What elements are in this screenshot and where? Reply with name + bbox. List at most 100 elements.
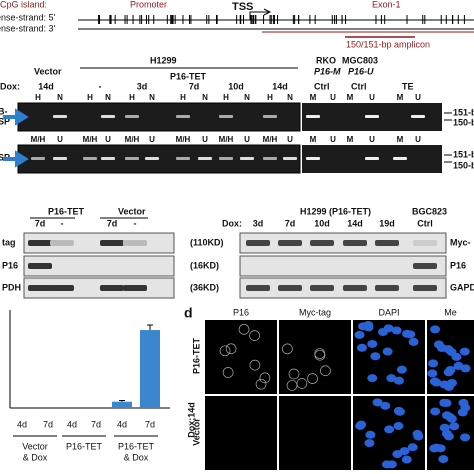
size-label: 150-b	[453, 117, 474, 127]
blot-band	[343, 240, 367, 246]
time-label: -	[99, 81, 102, 91]
nucleus	[391, 326, 402, 335]
time-label: 14d	[347, 218, 363, 228]
blot-band	[100, 240, 124, 246]
blot	[23, 232, 175, 254]
band	[365, 115, 379, 118]
lane-label: H	[180, 93, 186, 102]
lane-label: M/H	[125, 135, 140, 144]
lane-label: M/H	[176, 135, 191, 144]
x-tick-label: 4d	[67, 419, 77, 429]
blot-band	[28, 263, 52, 269]
blot-band	[413, 240, 437, 246]
group-label: Vector	[22, 441, 48, 451]
lane-label: N	[149, 93, 155, 102]
nucleus	[443, 382, 454, 391]
blot-band	[310, 240, 334, 246]
lane-label: U	[105, 135, 111, 144]
x-tick-label: 7d	[43, 419, 53, 429]
lane-label: U	[415, 135, 421, 144]
nucleus	[370, 352, 381, 361]
nucleus	[445, 365, 456, 374]
nucleus	[459, 347, 470, 356]
nucleus	[427, 369, 438, 378]
nucleus	[438, 455, 449, 464]
row-label: tag	[2, 237, 16, 247]
cell-line: H1299	[150, 55, 177, 65]
row-label: GAPD	[450, 282, 474, 292]
size-label: 150-b	[453, 160, 474, 170]
lane-label: H	[223, 93, 229, 102]
cell-outline	[286, 380, 298, 391]
nucleus	[372, 398, 383, 407]
lane-label: U	[244, 135, 250, 144]
blot	[239, 255, 447, 277]
time-label: 10d	[228, 81, 244, 91]
blot	[23, 255, 175, 277]
lane-label: H	[35, 93, 41, 102]
band	[83, 157, 97, 160]
blot-band	[375, 285, 399, 291]
lane-label: U	[369, 135, 375, 144]
nucleus	[428, 359, 439, 368]
nucleus	[399, 447, 410, 456]
group-label: P16-TET	[118, 441, 155, 451]
lane-label: U	[287, 135, 293, 144]
nucleus	[412, 429, 423, 438]
nucleus	[386, 374, 397, 383]
cell-outline	[314, 349, 326, 361]
time-label: 19d	[379, 218, 395, 228]
dox-label: Dox:	[222, 218, 242, 228]
group-label: P16-TET	[170, 71, 207, 81]
nucleus	[367, 374, 378, 383]
band	[306, 115, 320, 118]
group-label: P16-TET	[66, 441, 103, 451]
lane-label: M	[310, 93, 317, 102]
lane-label: U	[415, 93, 421, 102]
blot-band	[100, 285, 124, 291]
micrograph	[205, 396, 277, 470]
group-label: & Dox	[124, 452, 149, 462]
blot-band	[246, 240, 270, 246]
band	[101, 115, 115, 118]
time-label: 3d	[253, 218, 264, 228]
nucleus	[460, 433, 471, 442]
nucleus	[396, 365, 407, 374]
lane-label: U	[149, 135, 155, 144]
cell-outline	[219, 345, 231, 357]
time-label: -	[61, 218, 64, 228]
band	[393, 157, 407, 160]
nucleus	[364, 439, 375, 448]
nucleus	[382, 347, 393, 356]
blot-band	[50, 240, 74, 246]
column-label: P16	[233, 307, 249, 317]
nucleus	[367, 339, 378, 348]
blot-band	[278, 240, 302, 246]
x-tick-label: 4d	[117, 419, 127, 429]
te-label: TE	[402, 81, 414, 91]
time-label: -	[134, 218, 137, 228]
lane-label: N	[57, 93, 63, 102]
nucleus	[430, 407, 441, 416]
cell-outline	[225, 343, 237, 355]
lane-label: N	[105, 93, 111, 102]
cell-outline	[249, 330, 260, 341]
cell-outline	[222, 367, 234, 378]
nucleus	[401, 455, 412, 464]
status: P16-M	[314, 66, 341, 76]
nucleus	[431, 378, 442, 387]
time-label: 7d	[285, 218, 296, 228]
blot-band	[123, 240, 147, 246]
nucleus	[446, 414, 457, 423]
cell-outline	[255, 378, 267, 390]
lane-label: M/H	[219, 135, 234, 144]
western-blot: P16-TET Vector H1299 (P16-TET) BGC823 Do…	[2, 206, 474, 299]
cell-outline	[282, 343, 293, 355]
tss-label: TSS	[232, 1, 253, 13]
bar	[140, 330, 160, 408]
band	[283, 157, 297, 160]
ctrl-label: Ctrl	[351, 81, 367, 91]
band	[125, 157, 139, 160]
